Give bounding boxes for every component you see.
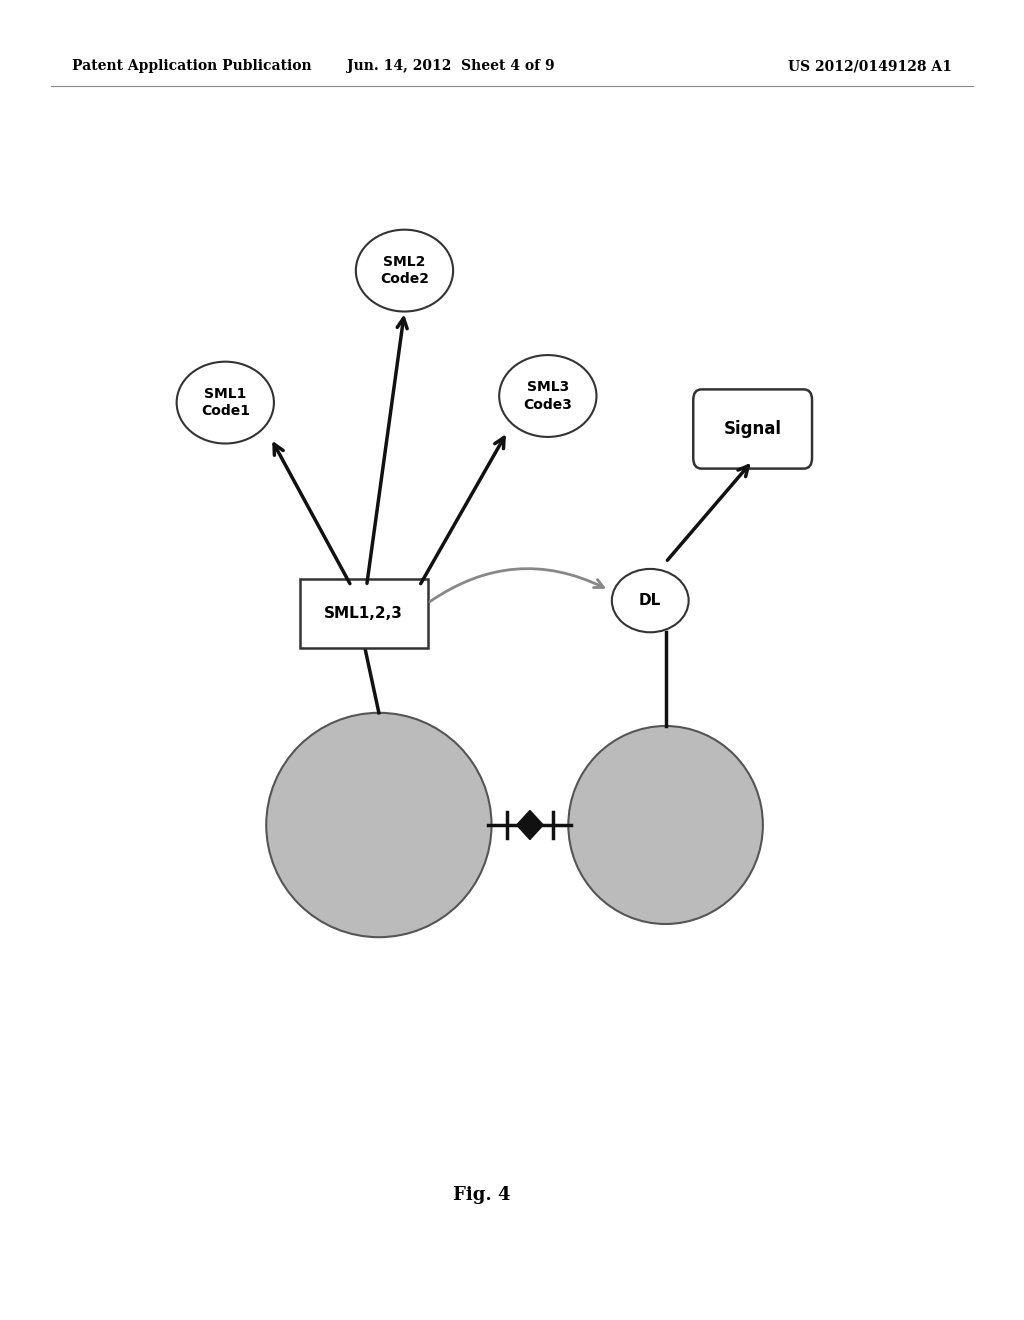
Text: Fig. 4: Fig. 4 [453,1185,510,1204]
Text: Signal: Signal [724,420,781,438]
Ellipse shape [266,713,492,937]
Text: SML2
Code2: SML2 Code2 [380,255,429,286]
Text: US 2012/0149128 A1: US 2012/0149128 A1 [788,59,952,74]
Polygon shape [517,810,544,840]
Text: SML1,2,3: SML1,2,3 [324,606,403,622]
FancyBboxPatch shape [693,389,812,469]
FancyArrowPatch shape [430,569,603,602]
Text: DL: DL [639,593,662,609]
Ellipse shape [176,362,274,444]
Ellipse shape [356,230,453,312]
Text: SML1
Code1: SML1 Code1 [201,387,250,418]
Ellipse shape [500,355,596,437]
Text: Patent Application Publication: Patent Application Publication [72,59,311,74]
FancyBboxPatch shape [299,579,428,648]
Text: Jun. 14, 2012  Sheet 4 of 9: Jun. 14, 2012 Sheet 4 of 9 [347,59,554,74]
Text: SML3
Code3: SML3 Code3 [523,380,572,412]
Ellipse shape [568,726,763,924]
Ellipse shape [612,569,688,632]
